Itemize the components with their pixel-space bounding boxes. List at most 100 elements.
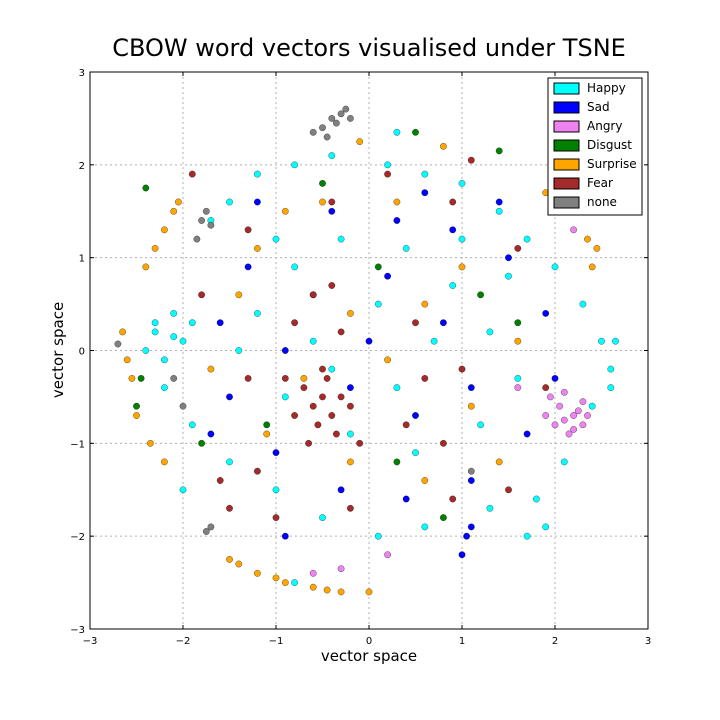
- data-point: [314, 421, 322, 429]
- y-axis-label: vector space: [49, 302, 67, 398]
- data-point: [300, 375, 308, 382]
- data-point: [556, 402, 563, 410]
- data-point: [226, 458, 233, 466]
- y-tick-label: 0: [79, 347, 85, 358]
- y-tick-label: 3: [79, 68, 85, 79]
- data-point: [574, 407, 582, 415]
- data-point: [393, 217, 401, 224]
- data-point: [393, 384, 401, 391]
- data-point: [347, 402, 354, 410]
- data-point: [323, 586, 331, 594]
- data-point: [477, 421, 484, 429]
- data-point: [309, 337, 317, 345]
- data-point: [170, 375, 178, 382]
- data-point: [291, 319, 298, 327]
- data-point: [142, 184, 150, 192]
- data-point: [161, 226, 168, 234]
- data-point: [412, 449, 419, 456]
- data-point: [523, 532, 531, 540]
- legend-swatch: [553, 196, 580, 209]
- data-point: [272, 514, 280, 521]
- data-point: [244, 263, 252, 271]
- data-point: [188, 421, 196, 429]
- legend-label: Sad: [587, 100, 610, 114]
- data-point: [133, 412, 140, 419]
- series-angry: [309, 226, 591, 577]
- data-point: [161, 356, 168, 364]
- data-point: [593, 245, 601, 252]
- data-point: [281, 375, 289, 382]
- data-point: [565, 430, 573, 438]
- legend-label: Angry: [587, 119, 622, 133]
- data-point: [291, 579, 298, 586]
- data-point: [449, 226, 457, 234]
- legend-item-none: none: [553, 195, 617, 209]
- data-point: [384, 161, 391, 169]
- data-point: [356, 138, 364, 145]
- data-point: [514, 337, 522, 345]
- data-point: [198, 291, 205, 299]
- data-point: [486, 504, 494, 512]
- data-point: [272, 449, 280, 456]
- data-point: [244, 375, 252, 382]
- data-point: [393, 128, 401, 136]
- data-point: [337, 565, 345, 573]
- data-point: [384, 356, 391, 364]
- data-point: [133, 402, 140, 410]
- data-point: [495, 207, 503, 215]
- data-point: [128, 375, 136, 382]
- data-point: [421, 477, 429, 484]
- data-point: [323, 133, 331, 141]
- x-tick-label: 0: [366, 636, 372, 647]
- data-point: [161, 458, 168, 466]
- data-point: [254, 170, 261, 178]
- data-point: [319, 124, 326, 132]
- data-point: [421, 375, 429, 382]
- data-point: [347, 384, 354, 391]
- data-point: [514, 245, 522, 252]
- x-axis-ticks: −3 −2 −1 0 1 2 3: [83, 72, 651, 647]
- data-point: [226, 556, 233, 563]
- data-point: [337, 235, 345, 243]
- data-point: [328, 115, 336, 122]
- legend-label: Surprise: [587, 157, 637, 171]
- data-point: [542, 412, 550, 419]
- series-happy: [142, 128, 619, 586]
- y-tick-label: −3: [70, 625, 85, 636]
- y-tick-label: −2: [70, 532, 85, 543]
- data-point: [207, 523, 215, 531]
- data-point: [570, 426, 577, 433]
- data-point: [458, 365, 466, 373]
- data-point: [402, 421, 410, 429]
- x-tick-label: −3: [83, 636, 98, 647]
- data-point: [365, 588, 373, 596]
- data-point: [458, 235, 466, 243]
- data-point: [207, 365, 215, 373]
- legend-item-angry: Angry: [553, 119, 622, 133]
- data-point: [216, 319, 224, 327]
- data-point: [235, 560, 243, 568]
- legend-item-fear: Fear: [553, 176, 613, 190]
- data-point: [505, 254, 512, 262]
- data-point: [551, 375, 559, 382]
- legend-swatch: [553, 158, 580, 171]
- legend-label: Fear: [587, 176, 613, 190]
- data-point: [467, 467, 475, 475]
- data-point: [579, 421, 587, 429]
- data-point: [547, 393, 554, 401]
- data-point: [533, 495, 540, 503]
- data-point: [119, 328, 126, 336]
- data-point: [263, 430, 271, 438]
- data-point: [207, 430, 215, 438]
- data-point: [514, 384, 522, 391]
- legend-swatch: [553, 82, 580, 95]
- data-point: [440, 142, 447, 150]
- data-point: [505, 486, 512, 494]
- data-point: [588, 263, 596, 271]
- data-point: [514, 375, 522, 382]
- legend: Happy Sad Angry Disgust Surprise Fear none: [547, 77, 643, 216]
- data-point: [291, 263, 298, 271]
- data-point: [323, 375, 331, 382]
- data-point: [458, 180, 466, 187]
